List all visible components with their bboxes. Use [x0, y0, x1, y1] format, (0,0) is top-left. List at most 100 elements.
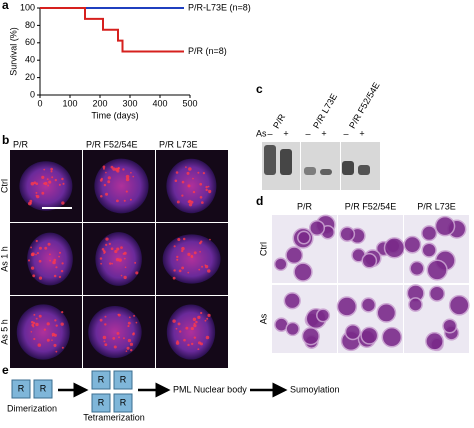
stained-cell — [344, 323, 361, 341]
speckle — [58, 183, 61, 186]
column-label: P/R L73E — [417, 201, 456, 211]
speckle — [113, 345, 117, 349]
sign-label: – — [267, 128, 272, 138]
speckle — [105, 192, 109, 196]
speckle — [107, 176, 111, 180]
panel-label: b — [2, 133, 9, 147]
speckle — [103, 340, 106, 343]
step-label: PML Nuclear body — [173, 384, 247, 394]
monomer-box — [113, 370, 133, 390]
monomer-label: R — [18, 383, 25, 393]
speckle — [107, 180, 111, 184]
speckle — [197, 171, 200, 174]
speckle — [47, 242, 51, 246]
column-label: P/R F52/54E — [86, 139, 138, 149]
speckle — [30, 182, 35, 186]
speckle — [134, 261, 137, 264]
stained-cell — [293, 262, 313, 282]
stained-cell — [421, 225, 438, 242]
step-label: Sumoylation — [290, 384, 340, 394]
speckle — [192, 317, 197, 321]
speckle — [30, 330, 33, 333]
monomer-box — [11, 379, 31, 399]
speckle — [187, 184, 191, 188]
speckle — [104, 315, 107, 318]
speckle — [35, 182, 39, 186]
monomer-label: R — [120, 374, 127, 384]
nucleus — [166, 304, 216, 360]
speckle — [35, 317, 38, 320]
speckle — [37, 343, 42, 347]
speckle — [104, 251, 106, 254]
speckle — [125, 350, 128, 352]
speckle — [27, 259, 31, 262]
speckle — [38, 246, 42, 250]
speckle — [36, 251, 40, 255]
sign-label: + — [321, 128, 326, 138]
band — [280, 149, 292, 175]
speckle — [60, 322, 64, 326]
speckle — [102, 167, 105, 170]
speckle — [186, 171, 190, 175]
speckle — [126, 346, 130, 350]
speckle — [105, 171, 107, 174]
speckle — [190, 342, 194, 346]
speckle — [188, 167, 192, 171]
speckle — [61, 201, 65, 205]
monomer-box — [113, 393, 133, 413]
speckle — [181, 246, 185, 251]
nucleus — [88, 306, 142, 358]
speckle — [181, 180, 185, 184]
speckle — [55, 324, 58, 327]
speckle — [190, 255, 194, 259]
speckle — [49, 253, 51, 256]
speckle — [207, 185, 210, 188]
speckle — [129, 198, 132, 201]
speckle — [46, 322, 50, 326]
speckle — [105, 243, 108, 247]
stained-cell — [273, 257, 288, 272]
stained-cell — [408, 297, 423, 312]
speckle — [132, 175, 135, 178]
speckle — [61, 310, 64, 314]
y-tick-label: 60 — [25, 37, 35, 47]
panel-label: c — [256, 82, 263, 96]
speckle — [205, 335, 210, 340]
speckle — [127, 321, 131, 325]
speckle — [35, 253, 37, 256]
speckle — [44, 246, 48, 250]
speckle — [103, 183, 107, 187]
speckle — [41, 175, 45, 179]
stained-cell — [403, 235, 422, 254]
stained-cell — [434, 215, 456, 237]
nucleus — [16, 304, 70, 360]
speckle — [33, 313, 36, 316]
monomer-label: R — [98, 397, 105, 407]
column-label: P/R — [297, 201, 313, 211]
speckle — [114, 249, 118, 254]
speckle — [38, 259, 42, 263]
speckle — [122, 337, 125, 340]
speckle — [102, 165, 106, 169]
speckle — [187, 252, 191, 256]
speckle — [192, 190, 196, 194]
stained-cell — [381, 326, 403, 348]
sign-label: – — [305, 128, 310, 138]
speckle — [112, 167, 116, 171]
speckle — [198, 268, 201, 271]
speckle — [58, 251, 62, 254]
stained-cell — [425, 331, 444, 351]
monomer-box — [91, 370, 111, 390]
speckle — [44, 181, 48, 186]
speckle — [123, 199, 126, 202]
row-label: Ctrl — [258, 242, 268, 256]
speckle — [125, 177, 130, 182]
lane-label: P/R L73E — [311, 92, 339, 130]
speckle — [199, 182, 203, 186]
speckle — [187, 200, 191, 204]
row-label: As 1 h — [0, 246, 9, 272]
speckle — [177, 237, 181, 242]
speckle — [178, 269, 182, 273]
speckle — [61, 346, 64, 349]
speckle — [181, 266, 185, 270]
